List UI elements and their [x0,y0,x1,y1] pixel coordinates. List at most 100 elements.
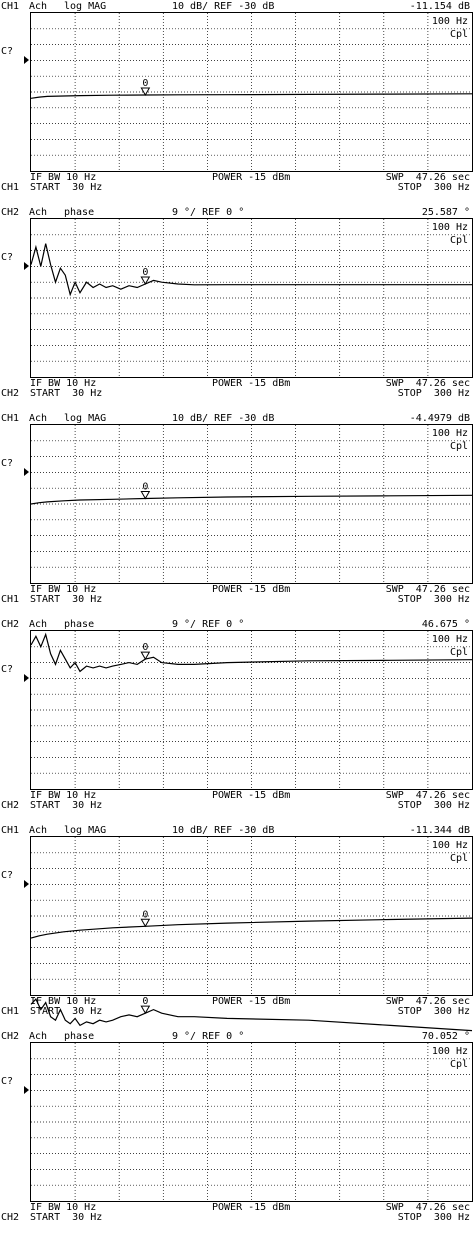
start-frequency-label: START 30 Hz [30,1006,103,1017]
scale-reference-label: 10 dB/ REF -30 dB [172,825,275,836]
analyzer-panel: CH1 Ach log MAG 10 dB/ REF -30 dB -4.4979 dB… [0,412,474,618]
cursor-label: C? [1,252,14,263]
analyzer-panel: CH2 Ach phase 9 °/ REF 0 ° 25.587 ° 0 100 Hz Cp… [0,206,474,412]
reference-position-arrow [24,674,29,683]
measurement-trace [30,243,472,297]
marker-triangle [140,276,151,285]
start-frequency-label: START 30 Hz [30,1212,103,1223]
if-bandwidth-label: IF BW 10 Hz [30,172,97,183]
marker-triangle [140,918,151,928]
start-frequency-label: START 30 Hz [30,800,103,811]
sweep-time-label: SWP 47.26 sec [385,790,470,801]
parameter-label: Ach [29,1,48,12]
marker-value-readout: 70.052 ° [421,1031,470,1042]
coupling-label: Cpl [449,647,468,658]
stop-frequency-label: STOP 300 Hz [397,388,470,399]
trace-plot-svg: 0 [30,425,473,583]
power-label: POWER -15 dBm [212,1202,291,1213]
marker-label: 0 [142,78,148,89]
analyzer-panel: CH1 Ach log MAG 10 dB/ REF -30 dB -11.344 dB… [0,824,474,1030]
span-label: 100 Hz [431,428,468,439]
format-label: phase [64,1031,95,1042]
scale-reference-label: 9 °/ REF 0 ° [172,1031,245,1042]
marker-value-readout: 46.675 ° [421,619,470,630]
stop-frequency-label: STOP 300 Hz [397,1006,470,1017]
footer-channel-label: CH2 [1,1212,20,1223]
footer-channel-label: CH1 [1,1006,20,1017]
coupling-label: Cpl [449,853,468,864]
span-label: 100 Hz [431,1046,468,1057]
marker-triangle [140,87,151,97]
format-label: log MAG [64,1,107,12]
scale-reference-label: 10 dB/ REF -30 dB [172,1,275,12]
stop-frequency-label: STOP 300 Hz [397,182,470,193]
power-label: POWER -15 dBm [212,996,291,1007]
channel-label: CH2 [1,619,20,630]
trace-plot-svg: 0 [30,996,473,1201]
analyzer-panel: CH2 Ach phase 9 °/ REF 0 ° 70.052 ° 0 100 Hz Cp… [0,996,474,1236]
if-bandwidth-label: IF BW 10 Hz [30,584,97,595]
measurement-trace [30,998,473,1032]
measurement-trace [30,494,473,505]
stop-frequency-label: STOP 300 Hz [397,1212,470,1223]
reference-position-arrow [24,468,29,477]
coupling-label: Cpl [449,29,468,40]
power-label: POWER -15 dBm [212,584,291,595]
parameter-label: Ach [29,207,48,218]
marker-label: 0 [142,642,148,653]
format-label: phase [64,207,95,218]
channel-label: CH1 [1,413,20,424]
if-bandwidth-label: IF BW 10 Hz [30,1202,97,1213]
cursor-label: C? [1,458,14,469]
stop-frequency-label: STOP 300 Hz [397,594,470,605]
power-label: POWER -15 dBm [212,172,291,183]
trace-plot-svg: 0 [30,631,473,789]
marker-value-readout: 25.587 ° [421,207,470,218]
parameter-label: Ach [29,413,48,424]
trace-plot: 0 100 Hz Cpl [30,12,473,172]
marker-label: 0 [142,909,148,920]
if-bandwidth-label: IF BW 10 Hz [30,378,97,389]
trace-plot: 0 100 Hz Cpl [30,630,473,790]
format-label: phase [64,619,95,630]
sweep-time-label: SWP 47.26 sec [385,172,470,183]
measurement-trace [30,917,473,939]
cursor-label: C? [1,870,14,881]
sweep-time-label: SWP 47.26 sec [385,996,470,1007]
channel-label: CH1 [1,1,20,12]
stop-frequency-label: STOP 300 Hz [397,800,470,811]
cursor-label: C? [1,1076,14,1087]
marker-label: 0 [142,481,148,492]
reference-position-arrow [24,56,29,65]
reference-position-arrow [24,880,29,889]
power-label: POWER -15 dBm [212,378,291,389]
marker-triangle [140,490,151,500]
format-label: log MAG [64,825,107,836]
sweep-time-label: SWP 47.26 sec [385,584,470,595]
reference-position-arrow [24,1086,29,1095]
trace-plot-svg: 0 [30,219,472,377]
marker-triangle [140,1005,151,1015]
trace-plot: 0 100 Hz Cpl [30,218,473,378]
channel-label: CH2 [1,207,20,218]
format-label: log MAG [64,413,107,424]
analyzer-panel: CH1 Ach log MAG 10 dB/ REF -30 dB -11.154 dB… [0,0,474,206]
span-label: 100 Hz [431,840,468,851]
measurement-trace [30,93,473,99]
coupling-label: Cpl [449,1059,468,1070]
trace-plot: 0 100 Hz Cpl [30,996,473,1202]
marker-value-readout: -11.344 dB [409,825,470,836]
footer-channel-label: CH1 [1,182,20,193]
sweep-time-label: SWP 47.26 sec [385,1202,470,1213]
start-frequency-label: START 30 Hz [30,594,103,605]
start-frequency-label: START 30 Hz [30,388,103,399]
marker-label: 0 [142,996,148,1007]
marker-label: 0 [142,267,148,278]
marker-value-readout: -11.154 dB [409,1,470,12]
sweep-time-label: SWP 47.26 sec [385,378,470,389]
parameter-label: Ach [29,1031,48,1042]
measurement-trace [30,632,473,673]
power-label: POWER -15 dBm [212,790,291,801]
span-label: 100 Hz [431,222,468,233]
coupling-label: Cpl [449,235,468,246]
